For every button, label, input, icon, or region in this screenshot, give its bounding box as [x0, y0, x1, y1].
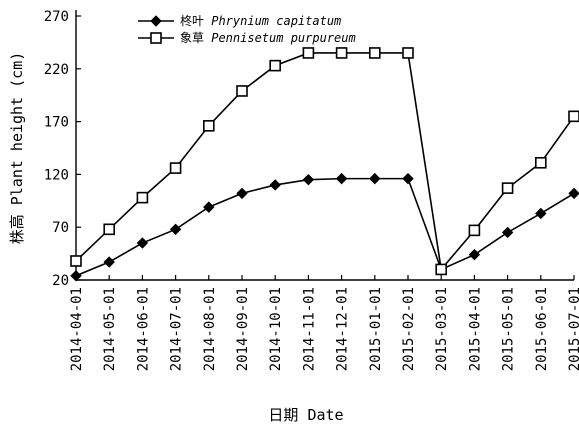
series-line [75, 52, 575, 272]
legend-label-cn: 柊叶 [180, 13, 211, 28]
data-point [70, 255, 82, 267]
legend-marker [150, 32, 162, 44]
data-point [369, 172, 381, 185]
x-tick-label: 2014-05-01 [102, 287, 118, 371]
data-point [169, 162, 182, 174]
x-tick-label: 2014-11-01 [301, 287, 317, 371]
legend-item-2: 象草 Pennisetum purpureum [138, 31, 356, 45]
y-tick-label: 20 [52, 273, 69, 289]
y-tick-label: 220 [44, 62, 69, 78]
legend-label: 象草 Pennisetum purpureum [180, 31, 356, 45]
legend-label-latin: Pennisetum purpureum [211, 31, 356, 45]
x-tick-label: 2015-06-01 [534, 287, 550, 371]
x-tick-label: 2015-01-01 [368, 287, 384, 371]
series-line [75, 177, 575, 277]
legend-item-1: 柊叶 Phrynium capitatum [138, 13, 341, 28]
data-point [368, 47, 381, 59]
data-point [402, 172, 414, 185]
data-point [335, 47, 348, 59]
x-tick-label: 2015-05-01 [501, 287, 517, 371]
x-tick-label: 2014-06-01 [135, 287, 151, 371]
data-point [468, 248, 481, 261]
data-point [501, 226, 514, 239]
data-point [568, 110, 579, 123]
data-point [534, 156, 547, 169]
x-tick-label: 2015-07-01 [567, 287, 579, 371]
data-point [103, 223, 115, 236]
data-point [269, 59, 282, 72]
data-point [402, 47, 414, 59]
data-point [568, 187, 579, 200]
data-point [335, 172, 348, 185]
data-point [302, 47, 315, 59]
data-point [501, 182, 514, 194]
legend-label: 柊叶 Phrynium capitatum [180, 13, 341, 28]
legend-label-cn: 象草 [180, 31, 211, 45]
x-axis-label: 日期 Date [268, 406, 343, 424]
data-point [269, 179, 281, 191]
y-axis-label: 株高 Plant height (cm) [8, 52, 26, 245]
axes: 20 70 120 170 220 270 2014-04-01 2014-05-01 2014… [44, 9, 579, 371]
x-tick-label: 2014-09-01 [235, 287, 251, 371]
x-tick-label: 2014-12-01 [335, 287, 351, 371]
data-point [103, 256, 115, 268]
data-point [302, 173, 315, 186]
data-point [136, 191, 149, 204]
data-point [70, 270, 82, 282]
data-point [236, 85, 248, 97]
y-tick-label: 170 [44, 115, 69, 131]
legend-marker [150, 15, 162, 27]
y-tick-label: 120 [44, 167, 69, 183]
x-tick-label: 2014-10-01 [268, 287, 284, 371]
x-tick-label: 2014-08-01 [202, 287, 218, 371]
y-tick-label: 70 [52, 220, 69, 236]
x-tick-label: 2015-02-01 [401, 287, 417, 371]
data-point [236, 187, 248, 200]
data-point [136, 237, 149, 249]
x-tick-label: 2014-07-01 [169, 287, 185, 371]
legend-label-latin: Phrynium capitatum [211, 14, 341, 28]
x-tick-label: 2015-04-01 [467, 287, 483, 371]
x-tick-label: 2014-04-01 [69, 287, 85, 371]
series-2 [70, 47, 579, 276]
data-point [435, 263, 448, 276]
x-tick-label: 2015-03-01 [434, 287, 450, 371]
data-point [203, 120, 215, 132]
data-point [468, 224, 481, 237]
data-point [535, 207, 547, 220]
y-tick-label: 270 [44, 9, 69, 25]
data-point [169, 223, 182, 236]
series-group [70, 47, 579, 282]
series-1 [70, 172, 579, 282]
data-point [203, 201, 215, 213]
